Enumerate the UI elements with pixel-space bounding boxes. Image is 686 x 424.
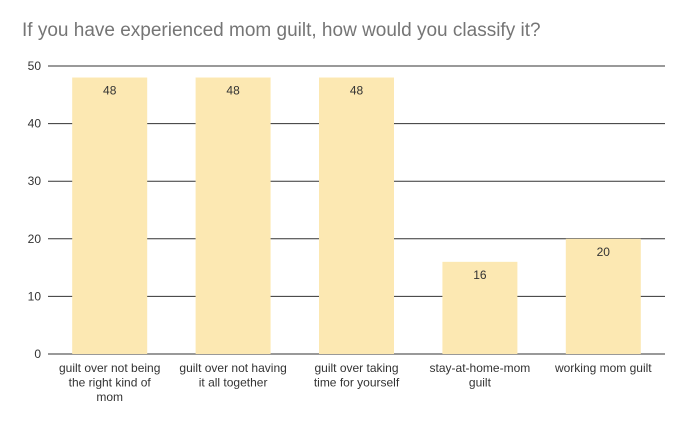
data-labels: 48 48 48 16 20 xyxy=(103,84,610,282)
data-label: 48 xyxy=(350,84,364,98)
bars xyxy=(72,77,641,355)
data-label: 48 xyxy=(226,84,240,98)
x-axis-tick-labels: guilt over not being the right kind of mom… xyxy=(59,361,652,404)
bar xyxy=(319,77,394,355)
y-tick-label: 40 xyxy=(28,117,42,131)
data-label: 16 xyxy=(473,268,487,282)
x-tick-label: guilt over not having it all together xyxy=(179,361,286,390)
y-axis-tick-labels: 0 10 20 30 40 50 xyxy=(28,59,42,361)
x-tick-label: guilt over not being the right kind of mom xyxy=(59,361,160,404)
data-label: 20 xyxy=(597,245,611,259)
y-tick-label: 50 xyxy=(28,59,42,73)
chart-title: If you have experienced mom guilt, how w… xyxy=(22,20,541,41)
bar xyxy=(72,77,148,355)
y-tick-label: 10 xyxy=(28,289,42,303)
x-tick-label: guilt over taking time for yourself xyxy=(314,361,400,390)
y-tick-label: 30 xyxy=(28,174,42,188)
y-tick-label: 20 xyxy=(28,232,42,246)
bar xyxy=(565,238,641,354)
x-tick-label: stay-at-home-mom guilt xyxy=(430,361,531,390)
bar xyxy=(195,77,271,355)
data-label: 48 xyxy=(103,84,117,98)
x-tick-label: working mom guilt xyxy=(554,361,652,375)
bar xyxy=(442,261,518,354)
y-tick-label: 0 xyxy=(34,347,41,361)
